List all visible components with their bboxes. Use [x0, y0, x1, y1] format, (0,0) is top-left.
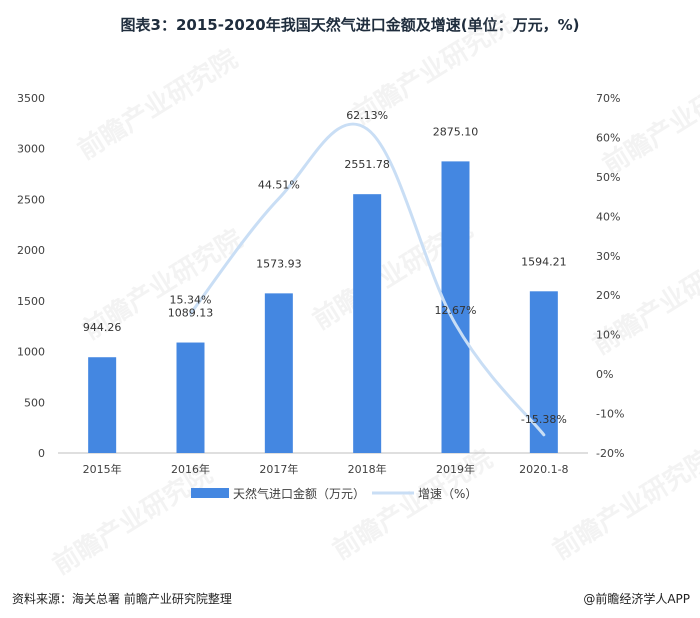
right-tick-label: 50% — [596, 171, 620, 184]
bar — [264, 293, 293, 453]
footer: 资料来源：海关总署 前瞻产业研究院整理 @前瞻经济学人APP — [0, 588, 700, 610]
right-tick-label: 10% — [596, 329, 620, 342]
right-tick-label: 0% — [596, 368, 613, 381]
bar-series — [88, 161, 558, 453]
left-tick-label: 0 — [38, 447, 45, 460]
right-tick-label: 30% — [596, 250, 620, 263]
x-tick-label: 2016年 — [171, 462, 210, 476]
left-tick-label: 2500 — [17, 193, 45, 206]
legend-bar-label: 天然气进口金额（万元） — [233, 486, 365, 501]
watermark-text: 前瞻产业研究院 — [327, 443, 498, 566]
right-tick-label: 60% — [596, 131, 620, 144]
left-tick-label: 1500 — [17, 295, 45, 308]
right-tick-label: 70% — [596, 92, 620, 105]
growth-line — [189, 122, 546, 437]
bar — [88, 357, 117, 453]
brand-mark: @前瞻经济学人APP — [583, 592, 690, 606]
line-value-label: 12.67% — [435, 304, 477, 317]
x-axis-labels: 2015年 2016年 2017年 2018年 2019年 2020.1-8 — [83, 462, 569, 476]
watermark-text: 前瞻产业研究院 — [72, 43, 243, 166]
bar-value-label: 1594.21 — [521, 255, 567, 268]
right-tick-label: -20% — [596, 447, 624, 460]
legend: 天然气进口金额（万元） 增速（%） — [191, 486, 477, 501]
bar — [176, 342, 205, 453]
bar-value-label: 2875.10 — [433, 125, 479, 138]
line-value-label: 62.13% — [346, 109, 388, 122]
left-axis: 0 500 1000 1500 2000 2500 3000 3500 — [17, 92, 45, 460]
x-tick-label: 2019年 — [436, 462, 475, 476]
bar — [353, 194, 382, 453]
chart-title: 图表3：2015-2020年我国天然气进口金额及增速(单位：万元，%) — [120, 16, 580, 34]
left-tick-label: 500 — [24, 396, 45, 409]
x-tick-label: 2020.1-8 — [519, 463, 568, 476]
left-tick-label: 1000 — [17, 346, 45, 359]
line-value-label: 15.34% — [170, 294, 212, 307]
watermark-text: 前瞻产业研究院 — [597, 58, 700, 181]
line-value-label: 44.51% — [258, 179, 300, 192]
x-tick-label: 2018年 — [348, 462, 387, 476]
x-tick-label: 2015年 — [83, 462, 122, 476]
right-tick-label: 20% — [596, 289, 620, 302]
right-axis: -20% -10% 0% 10% 20% 30% 40% 50% 60% 70% — [596, 92, 624, 460]
line-value-labels: 15.34% 44.51% 62.13% 12.67% -15.38% — [170, 109, 567, 426]
watermark-text: 前瞻产业研究院 — [547, 443, 700, 566]
line-value-label: -15.38% — [521, 413, 567, 426]
right-tick-label: -10% — [596, 408, 624, 421]
bar-value-label: 944.26 — [83, 321, 122, 334]
bar-value-labels: 944.26 1089.13 1573.93 2551.78 2875.10 1594.2… — [83, 125, 567, 334]
legend-line-label: 增速（%） — [418, 487, 477, 501]
left-tick-label: 3000 — [17, 143, 45, 156]
legend-bar-swatch — [191, 488, 229, 498]
watermark-text: 前瞻产业研究院 — [47, 458, 218, 581]
right-tick-label: 40% — [596, 210, 620, 223]
bar — [529, 291, 558, 453]
left-tick-label: 3500 — [17, 92, 45, 105]
bar-value-label: 1573.93 — [256, 257, 302, 270]
source-note: 资料来源：海关总署 前瞻产业研究院整理 — [12, 592, 232, 606]
bar-value-label: 1089.13 — [168, 307, 214, 320]
x-tick-label: 2017年 — [259, 462, 298, 476]
bar-value-label: 2551.78 — [344, 158, 390, 171]
left-tick-label: 2000 — [17, 244, 45, 257]
